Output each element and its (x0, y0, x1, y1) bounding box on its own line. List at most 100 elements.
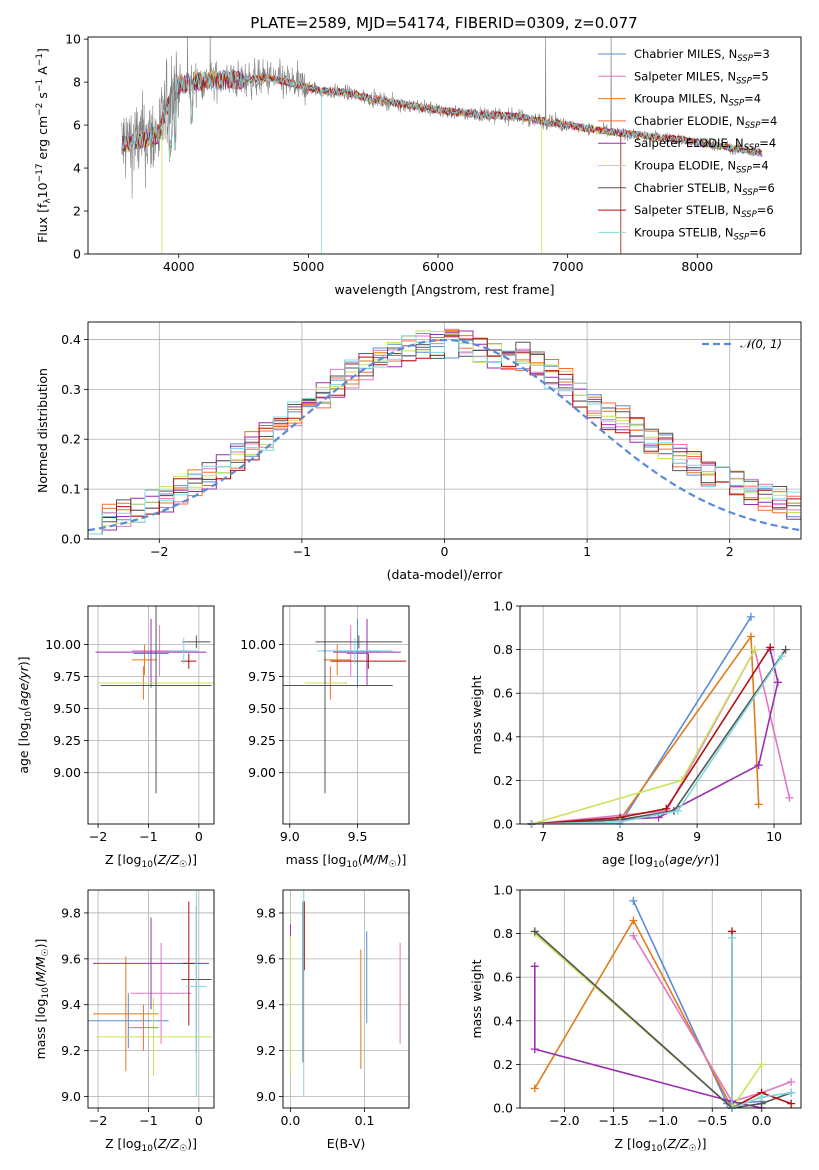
y-axis-label: mass [log10(M/M☉)] (33, 939, 51, 1060)
tick-label-y: 9.75 (248, 669, 276, 684)
tick-label-y: 9.50 (53, 701, 81, 716)
legend-text: =5 (752, 69, 769, 83)
tick-label-x: 9.5 (348, 829, 368, 844)
tick-label-y: 10.00 (240, 637, 276, 652)
axes-frame (87, 605, 215, 825)
tick-label-y: 0.4 (493, 1013, 513, 1028)
legend-entry: Salpeter STELIB, NSSP=6 (634, 203, 774, 220)
label-part: Z/Z (666, 1136, 689, 1151)
y-axis-label: mass weight (469, 675, 484, 754)
weight-marker (616, 817, 625, 826)
legend-text: =4 (752, 159, 769, 173)
weight-marker (754, 761, 763, 770)
label-part: age [log (602, 852, 653, 867)
tick-label-y: 0.6 (493, 970, 513, 985)
tick-label-y: 10 (65, 32, 81, 47)
label-part: mass [log (286, 852, 347, 867)
label-part: ☉ (41, 948, 51, 956)
weight_vs_Z-axes: −2.0 −1.5 −1.0 −0.5 0.0 0.0 0.2 0.4 0.6 0.8 1.0 Z [… (469, 883, 802, 1154)
legend-entry: Salpeter MILES, NSSP=5 (634, 69, 769, 86)
label-part: ☉ (389, 860, 397, 870)
legend-entry: 𝒩(0, 1) (740, 337, 782, 351)
label-part: ☉ (689, 1144, 697, 1154)
tick-label-x: −1 (139, 829, 157, 844)
weight-marker (629, 896, 638, 905)
label-part: ( (16, 706, 31, 711)
axes-frame (282, 605, 410, 825)
label-part: s (35, 92, 50, 103)
label-part: −1 (35, 79, 45, 92)
legend-text: =6 (757, 203, 774, 217)
label-part: ( (153, 1136, 158, 1151)
tick-label-x: 9.0 (280, 829, 300, 844)
legend-sub: SSP (737, 54, 753, 64)
tick-label-x: 8 (616, 829, 624, 844)
label-part: 10 (24, 711, 34, 723)
label-part: 10 (653, 860, 665, 870)
label-part: Z [log (615, 1136, 651, 1151)
tick-label-y: 9.25 (248, 733, 276, 748)
tick-label-x: 5000 (292, 259, 324, 274)
label-part: Flux [f (35, 203, 50, 243)
label-part: Z [log (105, 852, 141, 867)
weight-marker (787, 1077, 796, 1086)
label-part: Z/Z (157, 1136, 180, 1151)
legend-entry: Kroupa MILES, NSSP=4 (634, 92, 761, 109)
y-axis-label: Flux [fλ10−17 erg cm−2 s−1 A−1] (35, 48, 53, 243)
label-part: 10 (346, 860, 358, 870)
legend-entry: Kroupa ELODIE, NSSP=4 (634, 159, 769, 176)
tick-label-y: 0.1 (61, 482, 81, 497)
legend-text: Salpeter STELIB, N (634, 203, 741, 217)
tick-label-y: 0.0 (61, 532, 81, 547)
tick-label-y: 9.6 (61, 951, 81, 966)
label-part: ( (153, 852, 158, 867)
mass_vs_Z-axes: −2 −1 09.09.29.49.69.8Z [log10(Z/Z☉)]mass … (33, 889, 215, 1154)
x-axis-label: Z [log10(Z/Z☉)] (105, 852, 197, 870)
tick-label-y: 0.2 (493, 773, 513, 788)
normal-curve (88, 338, 801, 532)
tick-label-x: −1.0 (648, 1113, 678, 1128)
label-part: )] (187, 1136, 197, 1151)
label-part: 10 (41, 987, 51, 999)
tick-label-y: 9.8 (256, 905, 276, 920)
legend-entry: Chabrier ELODIE, NSSP=4 (634, 114, 777, 131)
legend-text: Kroupa MILES, N (634, 92, 729, 106)
tick-label-x: −2 (89, 829, 107, 844)
tick-label-y: 0.0 (493, 1101, 513, 1116)
tick-label-y: 0.3 (61, 382, 81, 397)
label-part: Z/Z (157, 852, 180, 867)
label-part: ( (358, 852, 363, 867)
legend-text: Salpeter ELODIE, N (634, 136, 744, 150)
weight-marker (757, 1060, 766, 1069)
tick-label-y: 0.8 (493, 642, 513, 657)
weight-marker (530, 1045, 539, 1054)
tick-label-y: 0.4 (493, 729, 513, 744)
weight-marker (754, 800, 763, 809)
legend-text: Kroupa ELODIE, N (634, 159, 736, 173)
tick-label-y: 0.4 (61, 332, 81, 347)
axes-frame (519, 889, 802, 1109)
tick-label-x: 10 (766, 829, 782, 844)
weight-marker (629, 931, 638, 940)
tick-label-y: 0 (73, 247, 81, 262)
weight-line (531, 646, 771, 824)
tick-label-x: −0.5 (697, 1113, 727, 1128)
label-part: mass [log (33, 999, 48, 1060)
tick-label-x: 2 (726, 544, 734, 559)
label-part: A (35, 66, 50, 79)
tick-label-y: 0.0 (493, 817, 513, 832)
y-axis-label: mass weight (469, 959, 484, 1038)
label-part: )] (397, 852, 407, 867)
legend-entry: Chabrier STELIB, NSSP=6 (634, 181, 775, 198)
legend-text: =4 (759, 136, 776, 150)
legend-text: Chabrier STELIB, N (634, 181, 742, 195)
tick-label-y: 6 (73, 118, 81, 133)
weight-marker (781, 645, 790, 654)
tick-label-y: 10.00 (45, 637, 81, 652)
tick-label-y: 9.25 (53, 733, 81, 748)
legend-entry: Chabrier MILES, NSSP=3 (634, 47, 770, 64)
x-axis-label: mass [log10(M/M☉)] (286, 852, 407, 870)
legend-sub: SSP (742, 188, 758, 198)
